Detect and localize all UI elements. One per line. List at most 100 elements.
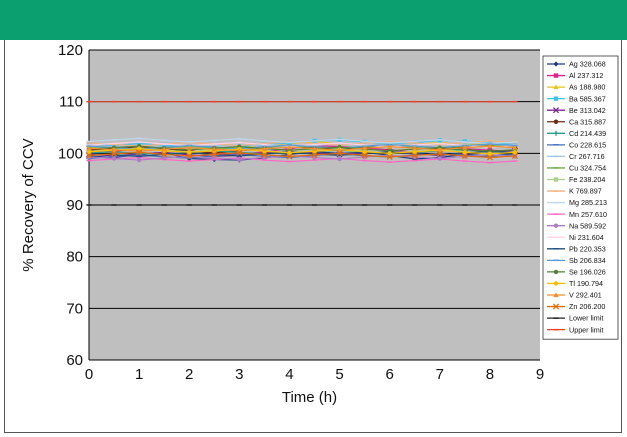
legend-item-pb-220-353: Pb 220.353 bbox=[547, 244, 606, 253]
data-point-v-292-401-16 bbox=[487, 143, 493, 149]
legend-swatch-marker-cd-214-439 bbox=[553, 130, 559, 136]
legend-label-al-237-312: Al 237.312 bbox=[569, 71, 603, 80]
y-tick-label-60: 60 bbox=[66, 352, 83, 369]
data-point-zn-206-200-7 bbox=[261, 151, 268, 158]
data-point-v-292-401-5 bbox=[211, 146, 217, 152]
data-point-na-589-592-2 bbox=[136, 157, 142, 163]
legend-item-as-188-980: As 188.980 bbox=[547, 83, 605, 92]
x-tick-label-8: 8 bbox=[486, 366, 494, 383]
series-line-v-292-401 bbox=[88, 145, 515, 152]
data-point-v-292-401-17 bbox=[512, 145, 518, 150]
legend-item-cd-214-439: Cd 214.439 bbox=[547, 129, 606, 138]
legend-label-as-188-980: As 188.980 bbox=[569, 83, 605, 92]
legend-item-v-292-401: V 292.401 bbox=[547, 291, 602, 300]
data-point-na-589-592-6 bbox=[237, 157, 242, 162]
data-point-zn-206-200-11 bbox=[361, 152, 368, 159]
legend-label-tl-190-794: Tl 190.794 bbox=[569, 279, 603, 288]
series-line-na-589-592 bbox=[88, 154, 515, 161]
data-point-v-292-401-1 bbox=[111, 147, 117, 152]
data-point-tl-190-794-8 bbox=[287, 150, 292, 156]
legend-label-fe-238-204: Fe 238.204 bbox=[569, 175, 605, 184]
header-bar bbox=[0, 0, 627, 40]
legend-label-mg-285-213: Mg 285.213 bbox=[569, 198, 607, 207]
series-mn-257-610 bbox=[86, 156, 518, 164]
data-point-v-292-401-0 bbox=[86, 145, 92, 151]
y-ticks: 60 70 80 90 100 110 120 bbox=[58, 42, 83, 369]
legend-swatch-marker-ba-585-367 bbox=[553, 96, 559, 101]
data-point-tl-190-794-17 bbox=[512, 150, 518, 155]
legend-label-na-589-592: Na 589.592 bbox=[569, 221, 606, 230]
data-point-ba-585-367-0 bbox=[86, 141, 92, 147]
data-point-tl-190-794-12 bbox=[387, 151, 392, 156]
legend-label-be-313-042: Be 313.042 bbox=[569, 106, 606, 115]
legend-label-ba-585-367: Ba 585.367 bbox=[569, 94, 606, 103]
data-point-zn-206-200-6 bbox=[236, 149, 243, 156]
data-point-tl-190-794-0 bbox=[86, 149, 92, 154]
x-tick-label-9: 9 bbox=[536, 366, 544, 383]
data-point-v-292-401-4 bbox=[186, 145, 192, 150]
data-point-zn-206-200-8 bbox=[286, 153, 293, 160]
legend-swatch-marker-se-196-026 bbox=[553, 269, 559, 275]
data-point-v-292-401-12 bbox=[387, 144, 393, 149]
legend-swatch-marker-na-589-592 bbox=[553, 223, 559, 228]
x-tick-label-2: 2 bbox=[185, 366, 193, 383]
legend-swatch-marker-be-313-042 bbox=[552, 107, 560, 114]
legend-label-cu-324-754: Cu 324.754 bbox=[569, 164, 606, 173]
y-tick-label-120: 120 bbox=[58, 42, 83, 59]
data-point-na-589-592-1 bbox=[111, 156, 117, 161]
legend-swatch-marker-ca-315-887 bbox=[553, 119, 559, 124]
legend-item-ca-315-887: Ca 315.887 bbox=[547, 117, 606, 126]
legend-label-ag-328-068: Ag 328.068 bbox=[569, 60, 606, 69]
legend-item-ba-585-367: Ba 585.367 bbox=[547, 94, 606, 103]
series-line-tl-190-794 bbox=[88, 148, 515, 155]
data-point-zn-206-200-3 bbox=[161, 151, 168, 158]
legend-label-lower-limit: Lower limit bbox=[569, 314, 603, 323]
legend-item-lower-limit: Lower limit bbox=[547, 314, 603, 323]
data-point-v-292-401-8 bbox=[286, 144, 293, 150]
data-point-zn-206-200-10 bbox=[336, 150, 343, 157]
legend-label-zn-206-200: Zn 206.200 bbox=[569, 302, 605, 311]
legend-item-k-769-897: K 769.897 bbox=[547, 187, 602, 196]
series-mg-285-213 bbox=[86, 137, 518, 145]
legend-item-be-313-042: Be 313.042 bbox=[547, 106, 606, 115]
data-point-v-292-401-3 bbox=[161, 146, 167, 152]
legend-label-cr-267-716: Cr 267.716 bbox=[569, 152, 605, 161]
data-point-zn-206-200-16 bbox=[486, 154, 493, 161]
legend-label-ca-315-887: Ca 315.887 bbox=[569, 117, 606, 126]
legend-item-cr-267-716: Cr 267.716 bbox=[547, 152, 605, 161]
data-point-tl-190-794-11 bbox=[362, 149, 367, 154]
data-point-v-292-401-15 bbox=[462, 145, 468, 150]
y-tick-label-110: 110 bbox=[59, 94, 83, 111]
y-axis-title: % Recovery of CCV bbox=[20, 138, 37, 271]
data-point-tl-190-794-16 bbox=[487, 151, 493, 157]
legend-label-mn-257-610: Mn 257.610 bbox=[569, 210, 607, 219]
data-point-zn-206-200-4 bbox=[186, 152, 193, 159]
data-point-tl-190-794-15 bbox=[462, 150, 468, 155]
data-point-na-589-592-3 bbox=[161, 155, 167, 161]
line-chart: 60 70 80 90 100 110 120 0 1 2 3 4 5 6 7 8 9 % Recovery … bbox=[20, 42, 619, 406]
y-tick-label-90: 90 bbox=[66, 197, 83, 214]
data-point-zn-206-200-5 bbox=[211, 151, 218, 158]
legend-item-se-196-026: Se 196.026 bbox=[547, 268, 606, 277]
legend-label-sb-206-834: Sb 206.834 bbox=[569, 256, 606, 265]
legend-label-co-228-615: Co 228.615 bbox=[569, 140, 606, 149]
y-tick-label-100: 100 bbox=[58, 145, 83, 162]
x-ticks: 0 1 2 3 4 5 6 7 8 9 bbox=[85, 366, 544, 383]
legend-item-upper-limit: Upper limit bbox=[547, 325, 603, 334]
data-point-ba-585-367-3 bbox=[161, 142, 167, 148]
data-point-na-589-592-5 bbox=[212, 155, 217, 161]
data-point-zn-206-200-15 bbox=[461, 152, 468, 159]
x-tick-label-6: 6 bbox=[385, 366, 393, 383]
data-point-v-292-401-13 bbox=[412, 145, 418, 151]
data-point-tl-190-794-4 bbox=[187, 150, 192, 155]
data-point-zn-206-200-14 bbox=[436, 150, 443, 157]
x-tick-label-7: 7 bbox=[436, 366, 444, 383]
x-tick-label-0: 0 bbox=[85, 366, 93, 383]
legend-swatch-marker-al-237-312 bbox=[553, 73, 559, 78]
x-axis-title: Time (h) bbox=[282, 389, 337, 406]
legend-item-cu-324-754: Cu 324.754 bbox=[547, 164, 606, 173]
data-point-zn-206-200-2 bbox=[136, 149, 143, 156]
data-point-na-589-592-14 bbox=[437, 156, 442, 161]
legend-item-fe-238-204: Fe 238.204 bbox=[547, 175, 605, 184]
legend-label-v-292-401: V 292.401 bbox=[569, 291, 602, 300]
